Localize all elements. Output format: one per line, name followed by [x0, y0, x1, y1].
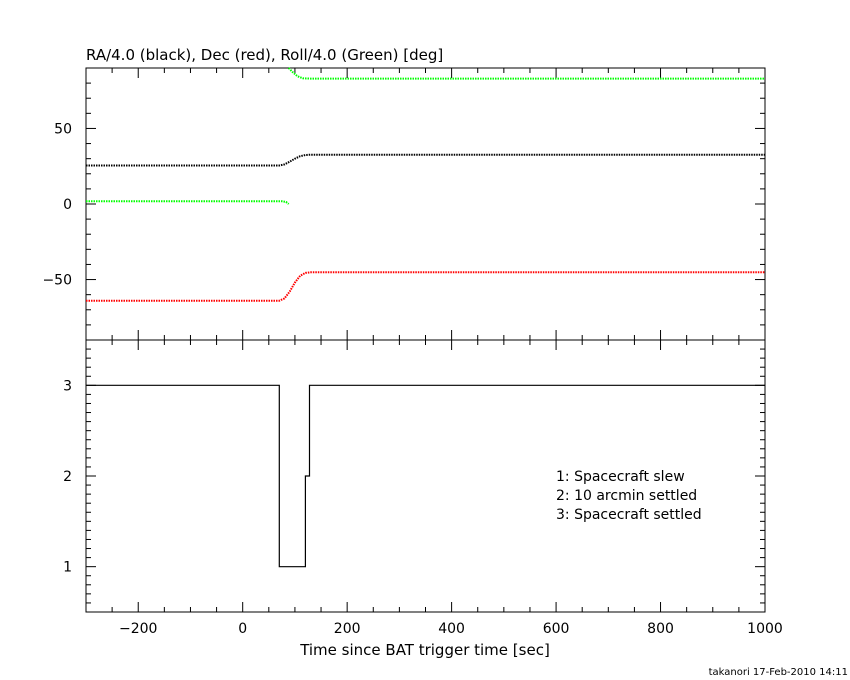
x-tick-label: 1000	[747, 621, 783, 637]
attitude-panel-series	[86, 67, 765, 302]
ra-series-line	[86, 153, 765, 167]
status-step-line	[86, 384, 765, 568]
x-tick-label: 600	[543, 621, 570, 637]
attitude-y-tick-label: −50	[42, 273, 72, 289]
x-tick-label: 0	[238, 621, 247, 637]
attitude-panel-title: RA/4.0 (black), Dec (red), Roll/4.0 (Gre…	[86, 46, 443, 64]
x-tick-label: 800	[647, 621, 674, 637]
roll-series-line	[287, 67, 765, 80]
legend-item-slew: 1: Spacecraft slew	[556, 469, 685, 485]
x-tick-label: −200	[119, 621, 157, 637]
x-tick-label: 400	[438, 621, 465, 637]
attitude-panel-ticks: −50 0 50	[42, 67, 766, 341]
status-y-tick-label: 1	[63, 560, 72, 576]
attitude-panel-frame	[85, 67, 766, 341]
status-panel: 1 2 3 −200 0 200 400 600 800 1000 1: Spacecraft s…	[63, 339, 783, 659]
status-panel-series	[86, 384, 765, 568]
roll-series-line	[86, 200, 290, 205]
timestamp-stamp: takanori 17-Feb-2010 14:11	[709, 667, 848, 678]
legend-item-settled: 3: Spacecraft settled	[556, 507, 702, 523]
attitude-panel: RA/4.0 (black), Dec (red), Roll/4.0 (Gre…	[42, 46, 766, 341]
status-y-tick-label: 3	[63, 378, 72, 394]
x-axis-label: Time since BAT trigger time [sec]	[299, 641, 550, 659]
legend-item-10arcmin: 2: 10 arcmin settled	[556, 488, 697, 504]
attitude-y-tick-label: 50	[54, 121, 72, 137]
dec-series-line	[86, 271, 765, 302]
attitude-y-tick-label: 0	[63, 197, 72, 213]
status-y-tick-label: 2	[63, 469, 72, 485]
status-panel-ticks: 1 2 3 −200 0 200 400 600 800 1000	[63, 339, 783, 637]
x-tick-label: 200	[334, 621, 361, 637]
